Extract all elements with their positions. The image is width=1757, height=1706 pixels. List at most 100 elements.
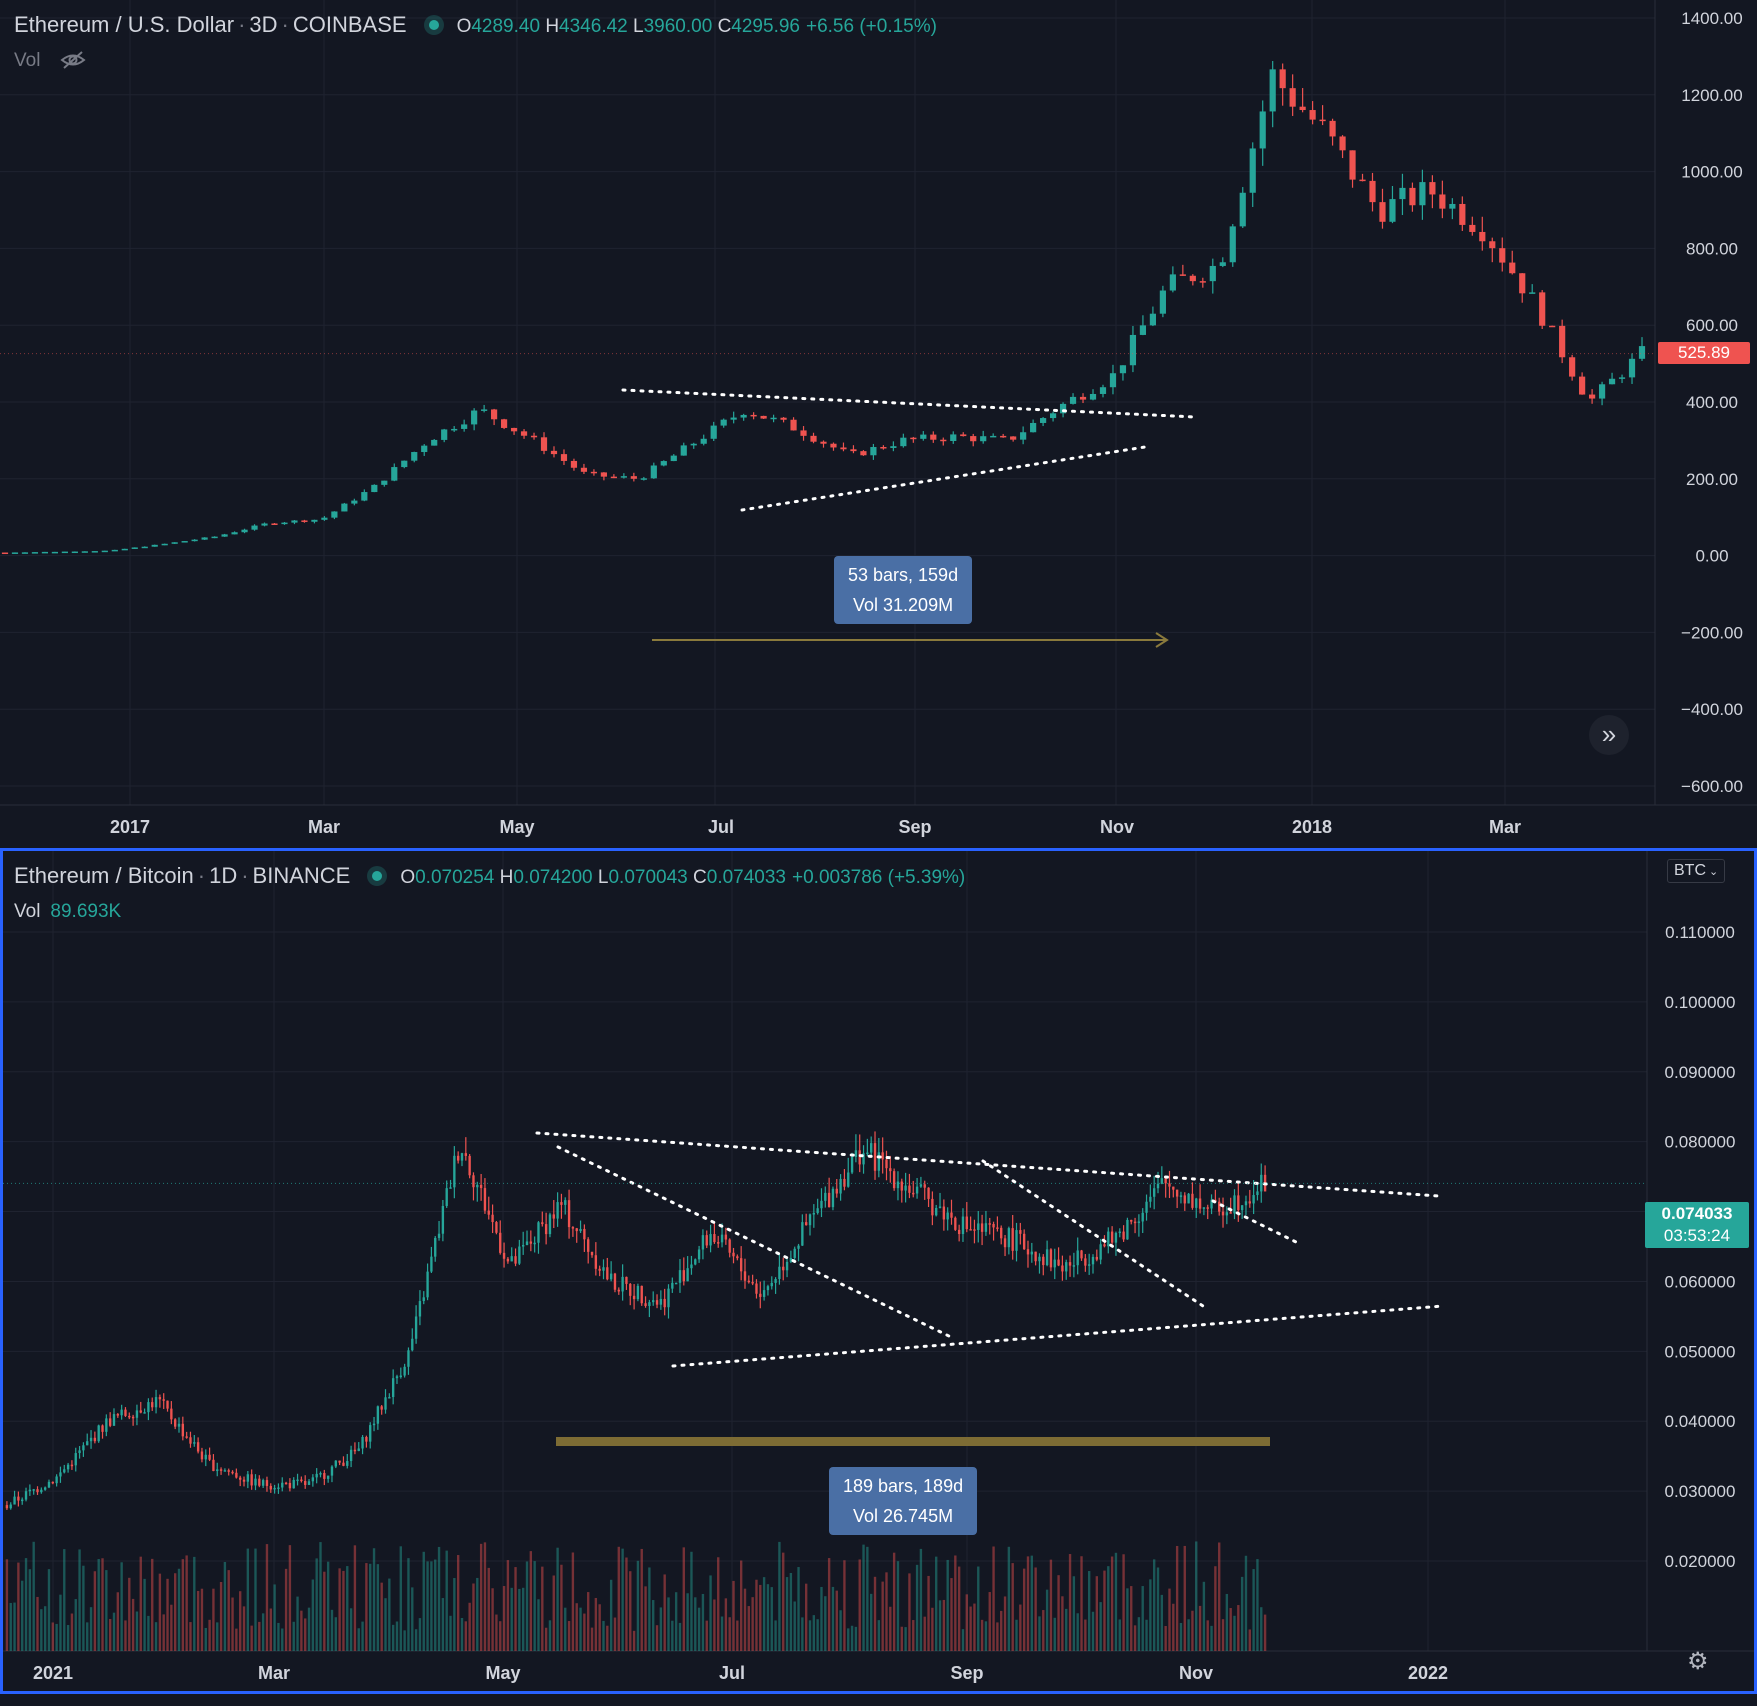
candle	[334, 1460, 337, 1467]
candle	[81, 551, 88, 553]
candle	[1179, 1195, 1183, 1197]
volume-bar	[261, 1613, 265, 1651]
volume-bar	[632, 1630, 636, 1651]
candle	[759, 1293, 762, 1297]
volume-bar	[1087, 1571, 1091, 1651]
open-label: O	[400, 867, 416, 888]
time-axis-label: May	[485, 1663, 520, 1683]
candle	[112, 1414, 116, 1426]
candle	[839, 1178, 842, 1194]
volume-bar	[751, 1597, 754, 1651]
interval[interactable]: 1D	[209, 863, 238, 888]
gear-icon[interactable]: ⚙	[1687, 1648, 1709, 1675]
volume-bar	[567, 1621, 571, 1651]
top-chart-pane[interactable]: 1400.00 1200.00 1000.00 800.00 600.00 400.00 2…	[0, 0, 1757, 846]
candle	[880, 447, 887, 449]
scroll-to-realtime-button[interactable]: »	[1601, 719, 1617, 749]
volume-bar	[434, 1559, 437, 1651]
volume-bar	[288, 1545, 292, 1651]
time-axis-label: Jul	[708, 817, 734, 837]
candle	[1141, 1212, 1144, 1222]
volume-bar	[24, 1558, 28, 1651]
candle	[567, 1200, 571, 1228]
candle	[1309, 110, 1316, 120]
volume-bar	[743, 1588, 747, 1651]
candle	[1137, 1221, 1141, 1223]
volume-bar	[694, 1597, 697, 1651]
candle	[269, 1485, 272, 1490]
volume-bar	[938, 1600, 942, 1651]
volume-bar	[1122, 1554, 1125, 1651]
volume-bar	[1091, 1611, 1095, 1651]
bottom-chart-canvas[interactable]: 0.1100000.1000000.0900000.0800000.070000…	[3, 851, 1754, 1691]
candle	[613, 1273, 617, 1290]
volume-bar	[384, 1598, 387, 1651]
volume-bar	[1252, 1569, 1255, 1651]
candle	[300, 1479, 303, 1482]
candle	[51, 551, 58, 554]
candle	[1499, 248, 1506, 263]
candle	[560, 1202, 563, 1205]
bottom-chart-pane[interactable]: 0.1100000.1000000.0900000.0800000.070000…	[0, 848, 1757, 1694]
volume-bar	[120, 1562, 123, 1651]
volume-bar	[866, 1546, 869, 1651]
candle	[1076, 1250, 1079, 1266]
symbol-name[interactable]: Ethereum / U.S. Dollar	[14, 12, 235, 37]
volume-bar	[1095, 1576, 1099, 1651]
fast-forward-icon[interactable]: »	[1589, 715, 1629, 755]
candle	[1065, 1262, 1068, 1272]
candle	[441, 1205, 445, 1234]
candle	[1164, 1178, 1167, 1184]
candle	[1256, 1191, 1259, 1196]
volume-bar	[204, 1627, 207, 1651]
candle	[97, 1425, 100, 1442]
candle	[91, 551, 98, 553]
candle	[1195, 1198, 1198, 1208]
candle	[930, 434, 937, 440]
top-volume-legend[interactable]: Vol	[14, 50, 86, 72]
volume-bar	[912, 1620, 915, 1651]
candle	[1183, 1195, 1186, 1204]
candle	[483, 1188, 487, 1211]
volume-bar	[304, 1618, 307, 1651]
candle	[587, 1239, 590, 1252]
volume-bar	[196, 1590, 200, 1651]
volume-bar	[552, 1575, 555, 1651]
bottom-volume-legend[interactable]: Vol 89.693K	[14, 901, 121, 923]
top-chart-canvas[interactable]: 1400.00 1200.00 1000.00 800.00 600.00 400.00 2…	[0, 0, 1757, 846]
candle	[1233, 1195, 1236, 1214]
volume-bar	[131, 1598, 135, 1651]
candle	[1049, 413, 1057, 419]
volume-bar	[1187, 1619, 1190, 1651]
candle	[128, 1415, 131, 1418]
candle	[1279, 69, 1286, 89]
volume-bar	[346, 1566, 349, 1651]
volume-bar	[296, 1596, 299, 1651]
candle	[931, 1198, 934, 1216]
eye-slash-icon[interactable]	[60, 51, 86, 69]
candle	[740, 414, 747, 418]
candle	[250, 1474, 253, 1486]
candle	[381, 480, 388, 485]
currency-select[interactable]: BTC ⌄	[1667, 859, 1726, 883]
candle	[850, 449, 857, 452]
volume-bar	[1003, 1596, 1007, 1651]
candle	[1459, 203, 1466, 225]
candle	[430, 1256, 433, 1272]
candle	[1439, 194, 1446, 209]
time-axis-label: 2022	[1408, 1663, 1448, 1683]
candle	[640, 1285, 643, 1304]
candle	[1149, 313, 1156, 326]
interval[interactable]: 3D	[249, 12, 278, 37]
volume-bar	[1022, 1568, 1026, 1651]
candle	[713, 1234, 716, 1243]
candle	[196, 1442, 200, 1452]
candle	[411, 1338, 414, 1351]
candle	[319, 1473, 322, 1475]
volume-bar	[269, 1608, 272, 1651]
volume-bar	[778, 1541, 781, 1651]
candle	[1019, 1230, 1022, 1234]
candle	[1549, 325, 1556, 328]
symbol-name[interactable]: Ethereum / Bitcoin	[14, 863, 194, 888]
volume-bar	[219, 1581, 223, 1651]
